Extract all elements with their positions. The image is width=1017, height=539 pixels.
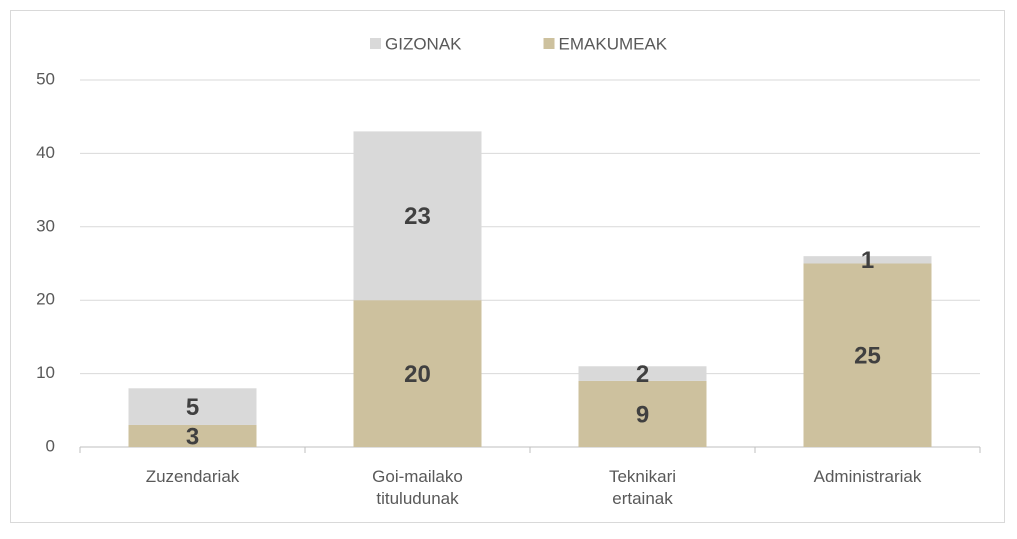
data-label: 5 [186,394,199,421]
x-tick-label: Teknikari ertainak [608,467,677,508]
data-label: 2 [636,361,649,388]
legend-label: EMAKUMEAK [559,34,668,53]
y-tick-label: 50 [36,69,55,88]
y-tick-label: 20 [36,290,55,309]
data-label: 3 [186,423,199,450]
x-tick-label: Administrariak [813,467,922,486]
legend-swatch [543,38,555,49]
legend-label: GIZONAK [385,34,462,53]
bar-segment [578,380,707,447]
x-tick-label: Goi-mailako tituludunak [372,467,463,508]
bar-segment [128,388,257,425]
data-label: 20 [404,361,431,388]
bar-segment [803,263,932,447]
bar-segment [578,366,707,381]
bar-segment [353,131,482,301]
y-tick-label: 40 [36,143,55,162]
y-tick-label: 30 [36,216,55,235]
y-tick-label: 0 [46,436,55,455]
data-label: 1 [861,247,874,274]
bar-segment [128,424,257,447]
y-tick-label: 10 [36,363,55,382]
data-label: 25 [854,343,881,370]
legend-swatch [370,38,381,49]
bar-segment [803,256,932,264]
x-tick-label: Zuzendariak [145,467,240,486]
data-label: 23 [404,203,431,230]
bar-segment [353,300,482,447]
data-label: 9 [636,401,649,428]
